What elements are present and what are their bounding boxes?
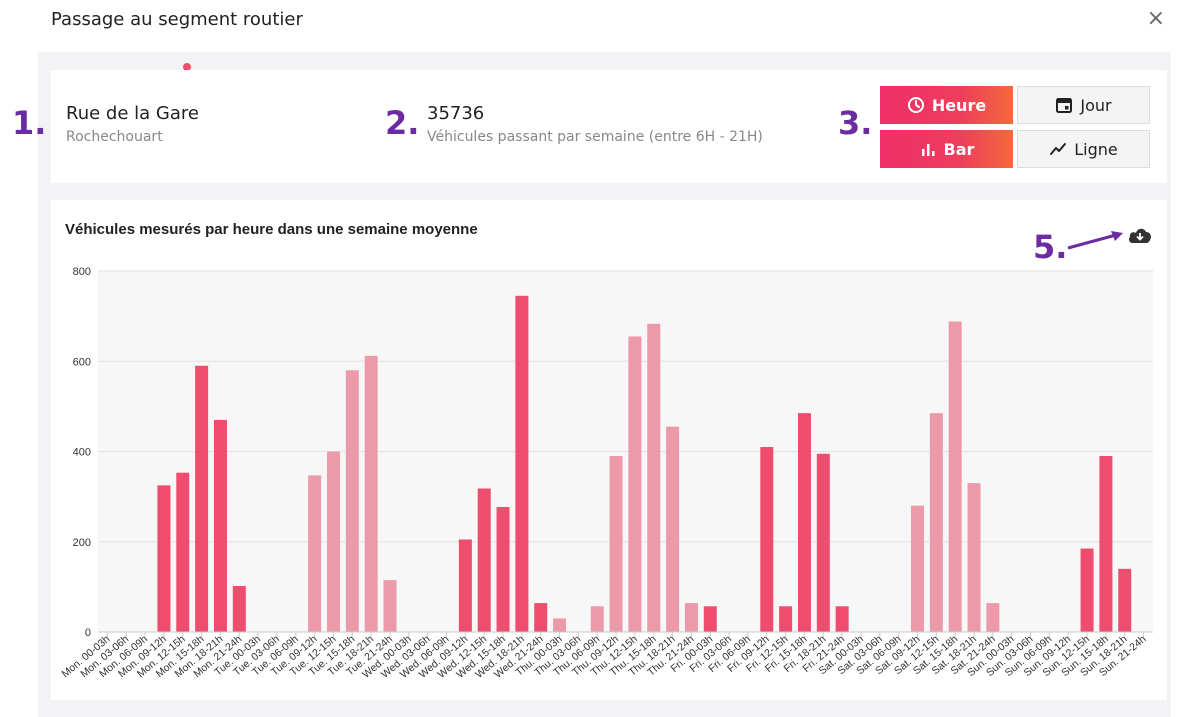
ligne-label: Ligne [1074, 139, 1118, 159]
bar[interactable] [496, 507, 510, 632]
bar[interactable] [176, 472, 190, 632]
bar[interactable] [458, 539, 472, 632]
modal-title: Passage au segment routier [51, 9, 303, 30]
y-tick-label: 200 [73, 537, 91, 549]
bar[interactable] [345, 370, 359, 632]
bar-button[interactable]: Bar [880, 130, 1013, 168]
bar[interactable] [364, 355, 378, 632]
download-cloud-icon[interactable] [1127, 225, 1153, 245]
clock-icon [907, 97, 924, 113]
bar[interactable] [213, 419, 227, 632]
y-tick-label: 600 [73, 356, 91, 368]
annotation-2: 2. [385, 104, 420, 142]
bar[interactable] [797, 413, 811, 632]
city-name: Rochechouart [66, 129, 163, 145]
bar[interactable] [308, 475, 322, 632]
bar-label: Bar [943, 139, 975, 159]
modal-header: Passage au segment routier × [0, 0, 1177, 44]
line-chart-icon [1050, 143, 1067, 155]
bar-chart-icon [921, 144, 935, 156]
bar[interactable] [515, 295, 529, 632]
bar[interactable] [609, 456, 623, 632]
y-tick-label: 0 [85, 627, 91, 639]
heure-label: Heure [931, 95, 987, 115]
bar[interactable] [232, 585, 246, 632]
bar[interactable] [816, 453, 830, 632]
bar[interactable] [911, 505, 925, 632]
chart-title: Véhicules mesurés par heure dans une sem… [65, 221, 478, 238]
bar[interactable] [590, 606, 604, 632]
bar[interactable] [835, 606, 849, 632]
bar[interactable] [477, 488, 491, 632]
annotation-1: 1. [12, 104, 47, 142]
bar[interactable] [929, 413, 943, 632]
street-name: Rue de la Gare [66, 103, 199, 124]
bar[interactable] [948, 321, 962, 632]
close-button[interactable]: × [1146, 6, 1165, 31]
bar[interactable] [986, 603, 1000, 632]
bar[interactable] [1118, 568, 1132, 632]
bar[interactable] [195, 365, 209, 632]
bar[interactable] [647, 323, 661, 632]
annotation-3: 3. [838, 104, 873, 142]
bar[interactable] [684, 603, 698, 632]
bar[interactable] [703, 606, 717, 632]
ligne-button[interactable]: Ligne [1017, 130, 1150, 168]
vehicle-count-description: Véhicules passant par semaine (entre 6H … [427, 129, 763, 145]
annotation-5: 5. [1033, 228, 1068, 266]
jour-button[interactable]: Jour [1017, 86, 1150, 124]
vehicle-count: 35736 [427, 103, 485, 124]
bar[interactable] [383, 580, 397, 632]
status-dot [183, 63, 191, 71]
y-tick-label: 400 [73, 447, 91, 459]
bar[interactable] [779, 606, 793, 632]
bar[interactable] [1080, 548, 1094, 632]
bar[interactable] [534, 603, 548, 632]
calendar-icon [1056, 98, 1073, 113]
y-tick-label: 800 [73, 266, 91, 278]
jour-label: Jour [1080, 95, 1112, 115]
bar[interactable] [553, 618, 567, 632]
bar[interactable] [666, 426, 680, 632]
heure-button[interactable]: Heure [880, 86, 1013, 124]
annotation-arrow [1067, 231, 1123, 250]
bar[interactable] [1099, 456, 1113, 632]
bar[interactable] [628, 336, 642, 632]
bar[interactable] [967, 483, 981, 632]
bar[interactable] [157, 485, 171, 632]
bar[interactable] [760, 446, 774, 632]
bar[interactable] [326, 451, 340, 633]
